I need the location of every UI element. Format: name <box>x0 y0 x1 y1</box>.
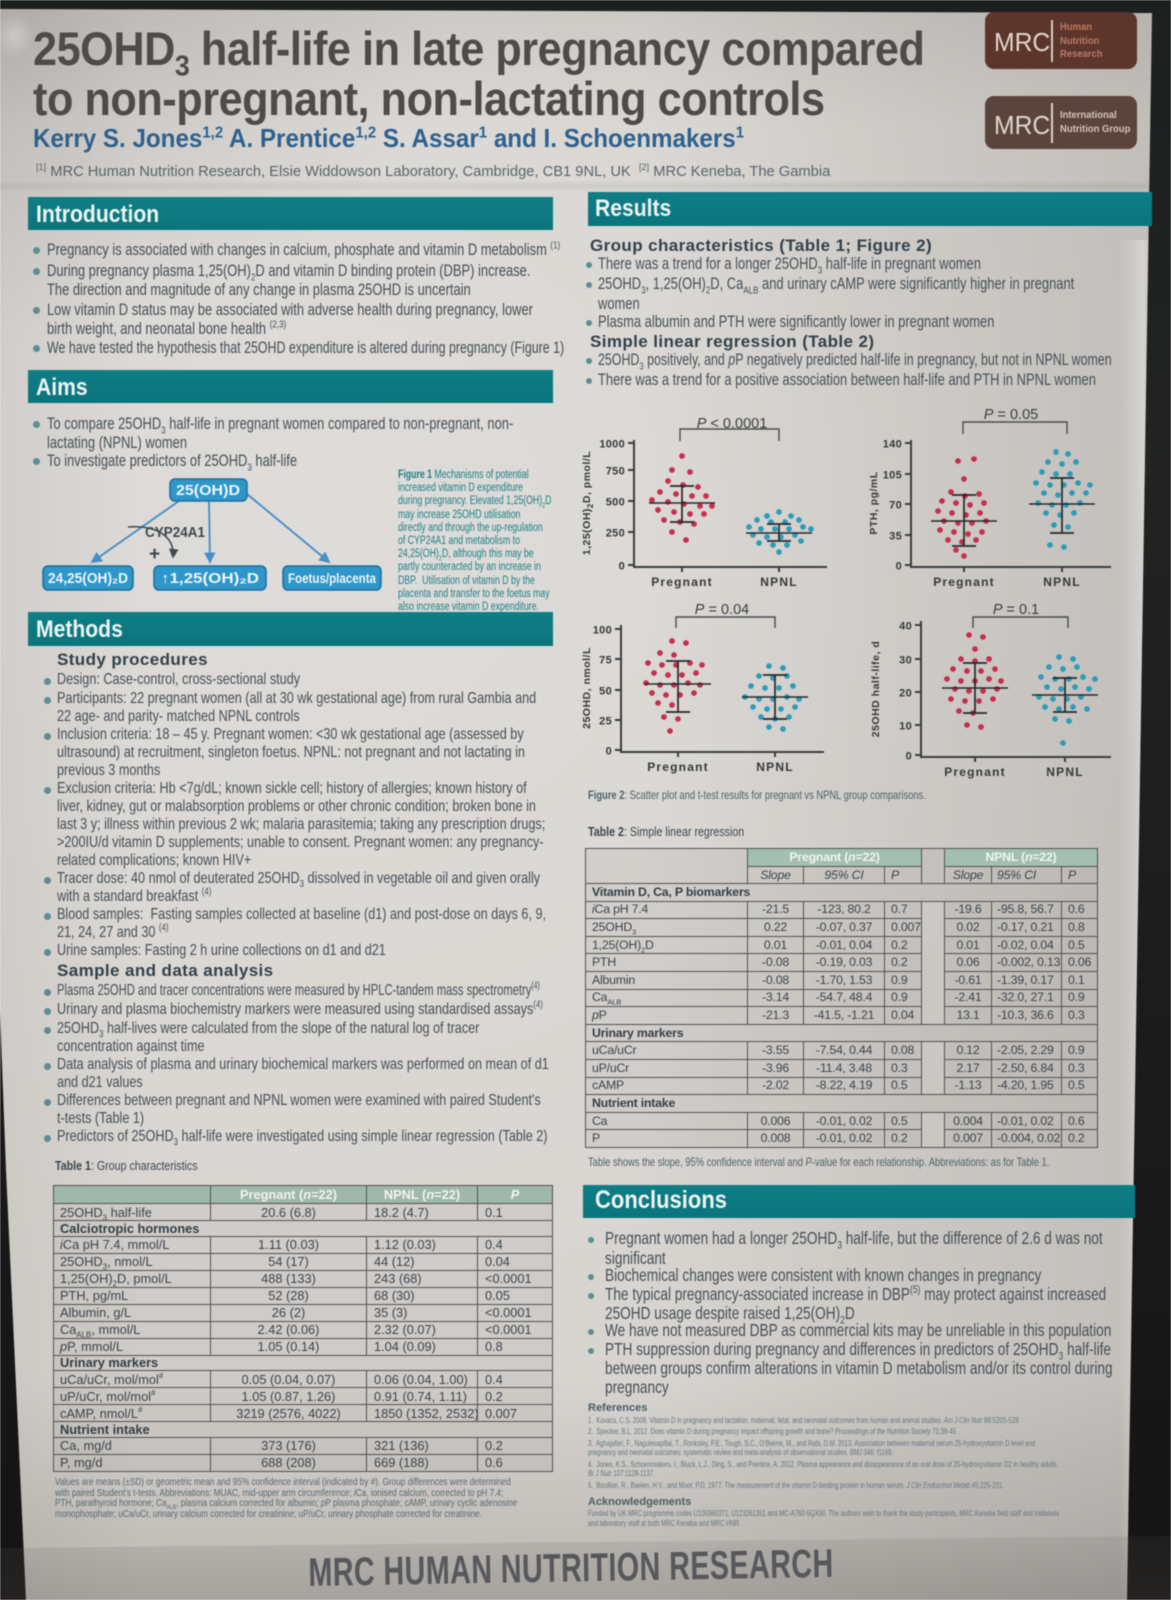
svg-text:NPNL: NPNL <box>1043 575 1080 589</box>
svg-text:25OHD half-life, d: 25OHD half-life, d <box>870 641 882 738</box>
svg-text:Pregnant: Pregnant <box>647 760 709 774</box>
svg-text:0: 0 <box>606 746 612 758</box>
svg-text:500: 500 <box>606 497 625 509</box>
svg-text:10: 10 <box>899 721 912 733</box>
svg-text:P = 0.1: P = 0.1 <box>993 602 1039 618</box>
svg-text:100: 100 <box>593 625 612 637</box>
svg-text:P = 0.05: P = 0.05 <box>984 407 1038 423</box>
svg-text:NPNL: NPNL <box>756 760 793 774</box>
svg-text:40: 40 <box>899 621 912 633</box>
svg-text:P < 0.0001: P < 0.0001 <box>697 416 768 432</box>
svg-text:1,25(OH)2D, pmol/L: 1,25(OH)2D, pmol/L <box>581 451 595 556</box>
svg-text:+: + <box>149 544 160 565</box>
svg-text:0: 0 <box>619 561 625 573</box>
svg-text:Pregnant: Pregnant <box>651 575 713 589</box>
svg-text:↑1,25(OH)₂D: ↑1,25(OH)₂D <box>161 571 259 587</box>
svg-text:Foetus/placenta: Foetus/placenta <box>288 570 376 586</box>
svg-text:CYP24A1: CYP24A1 <box>145 524 205 541</box>
svg-text:0: 0 <box>906 751 912 763</box>
svg-text:105: 105 <box>883 470 902 482</box>
svg-text:750: 750 <box>606 466 625 478</box>
svg-text:0: 0 <box>896 561 902 573</box>
svg-text:25(OH)D: 25(OH)D <box>176 482 240 499</box>
svg-text:1000: 1000 <box>599 439 625 451</box>
svg-text:Pregnant: Pregnant <box>933 575 995 589</box>
svg-text:PTH, pg/mL: PTH, pg/mL <box>868 471 880 534</box>
svg-text:250: 250 <box>606 528 625 540</box>
svg-text:24,25(OH)₂D: 24,25(OH)₂D <box>48 571 128 587</box>
svg-text:P = 0.04: P = 0.04 <box>695 602 749 618</box>
svg-text:Pregnant: Pregnant <box>944 765 1006 779</box>
svg-text:70: 70 <box>889 500 902 512</box>
svg-text:25: 25 <box>599 716 612 728</box>
svg-text:20: 20 <box>899 688 912 700</box>
svg-text:50: 50 <box>599 686 612 698</box>
svg-text:75: 75 <box>599 655 612 667</box>
svg-text:30: 30 <box>899 655 912 667</box>
svg-text:NPNL: NPNL <box>760 575 797 589</box>
svg-text:35: 35 <box>889 531 902 543</box>
svg-text:NPNL: NPNL <box>1046 765 1083 779</box>
svg-text:25OHD, nmol/L: 25OHD, nmol/L <box>581 647 593 729</box>
svg-text:140: 140 <box>883 439 902 451</box>
